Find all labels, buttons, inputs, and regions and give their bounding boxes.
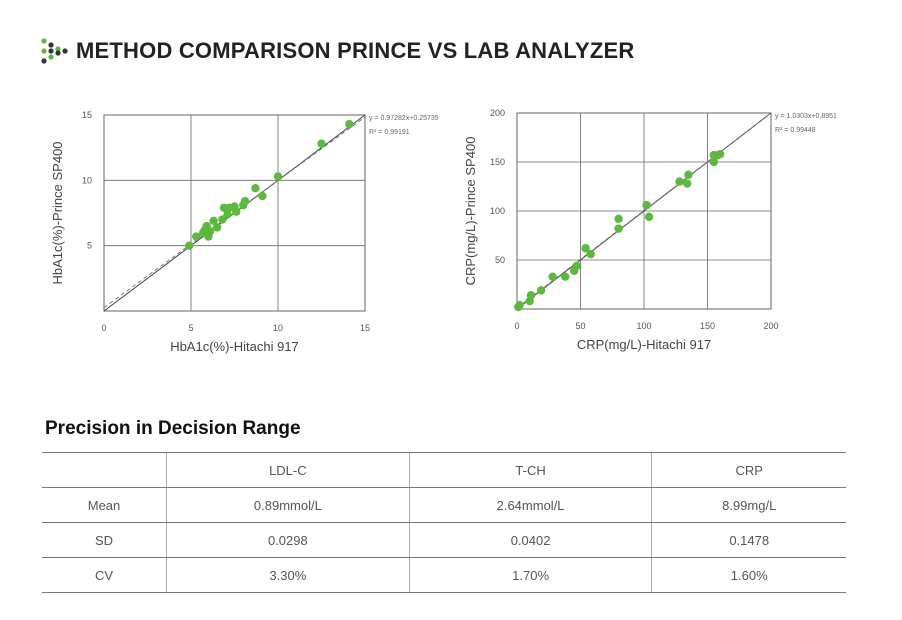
- data-point: [515, 300, 524, 310]
- data-point: [684, 170, 693, 179]
- table-row: CV 3.30% 1.70% 1.60%: [42, 557, 846, 593]
- x-tick-label: 15: [360, 323, 370, 333]
- header-cell: CRP: [651, 452, 846, 488]
- data-point: [561, 272, 570, 281]
- data-point: [642, 200, 651, 210]
- equation-label: y = 1.0303x+0.8951: [775, 113, 837, 120]
- equation-label: y = 0.97282x+0.25735: [369, 115, 439, 122]
- data-point: [675, 177, 684, 186]
- table-cell: 8.99mg/L: [651, 487, 846, 523]
- data-point: [223, 210, 232, 219]
- page-header: METHOD COMPARISON PRINCE VS LAB ANALYZER: [40, 34, 634, 68]
- r-squared-label: R² = 0.99191: [369, 129, 410, 136]
- y-tick-label: 15: [82, 110, 92, 120]
- header-cell: T-CH: [408, 452, 652, 488]
- table-cell: 0.89mmol/L: [166, 487, 410, 523]
- data-point: [240, 197, 250, 206]
- table-row: SD 0.0298 0.0402 0.1478: [42, 522, 846, 558]
- x-tick-label: 150: [700, 321, 715, 331]
- table-cell: 1.60%: [651, 557, 846, 593]
- y-tick-label: 200: [490, 108, 505, 118]
- data-point: [572, 261, 581, 271]
- data-point: [586, 249, 595, 259]
- data-point: [317, 139, 326, 148]
- hba1c-scatter-plot: 0 5 10 15 5 10 15 HbA1c(%)-Hitachi 917 HbA1c(%)-…: [50, 110, 439, 354]
- row-label: SD: [42, 522, 167, 558]
- data-point: [209, 216, 218, 226]
- precision-table: LDL-C T-CH CRP Mean 0.89mmol/L 2.64mmol/…: [42, 452, 846, 593]
- x-tick-label: 100: [636, 321, 651, 331]
- data-point: [251, 183, 260, 193]
- crp-scatter-plot: 0 50 100 150 200 50 100 150 200 CRP(mg/L)-Hitachi…: [463, 108, 837, 352]
- y-tick-label: 150: [490, 157, 505, 167]
- plot-frame: [516, 112, 772, 310]
- data-point: [526, 291, 536, 300]
- crp-comparison-chart: 0 50 100 150 200 50 100 150 200 CRP(mg/L)-Hitachi…: [455, 100, 895, 370]
- data-point: [212, 223, 222, 232]
- data-point: [614, 224, 623, 233]
- data-point: [682, 179, 692, 188]
- data-point: [232, 207, 241, 216]
- data-point: [536, 286, 546, 295]
- data-point: [644, 212, 654, 222]
- x-tick-label: 200: [763, 321, 778, 331]
- table-cell: 0.0402: [408, 522, 652, 558]
- data-point: [205, 227, 215, 236]
- data-point: [185, 241, 194, 250]
- x-axis-label: HbA1c(%)-Hitachi 917: [170, 339, 299, 354]
- table-cell: 3.30%: [166, 557, 410, 593]
- y-tick-label: 100: [490, 206, 505, 216]
- y-axis-label: CRP(mg/L)-Prince SP400: [463, 137, 478, 286]
- row-label: Mean: [42, 487, 167, 523]
- data-point: [218, 215, 227, 224]
- regression-line: [516, 112, 772, 309]
- row-label: CV: [42, 557, 167, 593]
- x-tick-label: 0: [101, 323, 106, 333]
- data-point: [614, 214, 623, 224]
- header-cell: LDL-C: [166, 452, 410, 488]
- r-squared-label: R² = 0.99448: [775, 127, 816, 134]
- x-tick-label: 50: [575, 321, 585, 331]
- data-point: [716, 149, 725, 159]
- x-tick-label: 0: [514, 321, 519, 331]
- y-tick-label: 10: [82, 175, 92, 185]
- y-axis-label: HbA1c(%)-Prince SP400: [50, 141, 65, 284]
- precision-section-title: Precision in Decision Range: [45, 418, 301, 439]
- precision-header-row: LDL-C T-CH CRP: [42, 452, 846, 488]
- data-point: [273, 172, 283, 181]
- x-tick-label: 10: [273, 323, 283, 333]
- header-cell: [42, 452, 167, 488]
- plot-frame: [103, 114, 366, 312]
- y-tick-label: 50: [495, 255, 505, 265]
- data-point: [581, 244, 590, 253]
- table-cell: 1.70%: [408, 557, 652, 593]
- page-title: METHOD COMPARISON PRINCE VS LAB ANALYZER: [76, 38, 635, 63]
- data-point: [192, 232, 201, 241]
- y-tick-label: 5: [87, 241, 92, 251]
- data-point: [258, 191, 267, 201]
- table-cell: 0.1478: [651, 522, 846, 558]
- data-point: [548, 272, 557, 281]
- data-point: [345, 119, 354, 129]
- data-point: [709, 157, 719, 167]
- dots-arrow-logo-icon: [41, 38, 68, 64]
- table-cell: 0.0298: [166, 522, 410, 558]
- hba1c-comparison-chart: 0 5 10 15 5 10 15 HbA1c(%)-Hitachi 917 HbA1c(%)-…: [30, 100, 450, 370]
- x-tick-label: 5: [188, 323, 193, 333]
- table-cell: 2.64mmol/L: [408, 487, 652, 523]
- table-row: Mean 0.89mmol/L 2.64mmol/L 8.99mg/L: [42, 487, 846, 523]
- x-axis-label: CRP(mg/L)-Hitachi 917: [577, 337, 711, 352]
